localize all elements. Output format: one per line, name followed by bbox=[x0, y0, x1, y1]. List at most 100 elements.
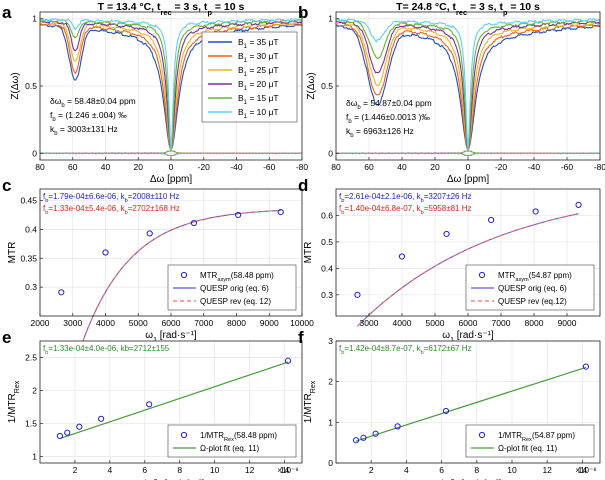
x-tick-label: 3000 bbox=[360, 318, 379, 328]
legend-entry: QUESP rev (eq.12) bbox=[498, 297, 567, 306]
x-axis-label: Δω [ppm] bbox=[447, 174, 489, 185]
x-axis-label: ω1 [rad·s⁻¹] bbox=[442, 330, 494, 344]
y-tick-label: 2.5 bbox=[25, 352, 37, 362]
x-tick-label: -40 bbox=[528, 162, 541, 172]
data-point bbox=[354, 291, 361, 298]
data-point bbox=[58, 289, 65, 296]
x-tick-label: -80 bbox=[296, 162, 309, 172]
data-point bbox=[394, 423, 401, 430]
panel-letter: c bbox=[2, 176, 11, 195]
x-tick-label: 0 bbox=[169, 162, 174, 172]
legend-entry: QUESP orig (eq. 6) bbox=[200, 284, 269, 293]
y-tick-label: 0.5 bbox=[321, 81, 333, 91]
legend-entry: Ω-plot fit (eq. 11) bbox=[498, 444, 558, 453]
y-tick-label: 0.4 bbox=[321, 263, 333, 273]
panel-letter: e bbox=[2, 328, 11, 347]
x-tick-label: 2000 bbox=[31, 318, 50, 328]
legend-entry: 1/MTRRex(54.87 ppm) bbox=[498, 431, 575, 443]
panel-d: 3000 4000 5000 6000 7000 8000 9000 0.3 0.4 0.5 0.6… bbox=[298, 176, 601, 344]
data-point bbox=[443, 230, 450, 238]
data-point bbox=[352, 437, 360, 444]
x-tick-label: 80 bbox=[35, 162, 45, 172]
x-tick-label: 4 bbox=[404, 465, 409, 475]
y-tick-label: 2 bbox=[328, 377, 333, 387]
x-tick-label: 14 bbox=[280, 465, 290, 475]
x-tick-label: -60 bbox=[263, 162, 276, 172]
x-tick-label: 9000 bbox=[558, 318, 577, 328]
y-tick-label: 0 bbox=[32, 148, 37, 158]
panel-letter: b bbox=[298, 3, 308, 22]
parameter-annotation: fb = (1.446±0.0013 )‰ bbox=[346, 112, 430, 125]
legend-marker bbox=[180, 431, 188, 439]
y-tick-label: 0.5 bbox=[321, 237, 333, 247]
x-tick-label: 40 bbox=[397, 162, 407, 172]
legend-marker bbox=[180, 271, 188, 279]
y-tick-label: 1 bbox=[328, 417, 333, 427]
legend-box bbox=[201, 31, 298, 123]
x-tick-label: 14 bbox=[578, 465, 588, 475]
x-tick-label: 2 bbox=[369, 465, 374, 475]
fit-curve-rev bbox=[357, 213, 579, 327]
y-tick-label: 1 bbox=[32, 451, 37, 461]
data-point bbox=[277, 208, 284, 216]
panel-letter: d bbox=[298, 176, 308, 195]
data-point bbox=[146, 230, 153, 237]
y-axis-label: 1/MTRRex bbox=[303, 380, 317, 423]
panel-letter: f bbox=[298, 328, 304, 347]
fit-result-text: fb=1.33e-04±5.4e-06, kb=2702±168 Hz bbox=[43, 204, 180, 216]
z-spectrum-line bbox=[39, 17, 303, 150]
data-point bbox=[102, 249, 109, 256]
residual-line bbox=[39, 152, 303, 157]
data-point bbox=[398, 253, 406, 260]
y-tick-label: 0 bbox=[328, 148, 333, 158]
y-tick-label: 0.6 bbox=[321, 210, 333, 220]
z-spectrum-line bbox=[335, 20, 601, 150]
parameter-annotation: kb = 6963±126 Hz bbox=[346, 126, 414, 139]
x-tick-label: 6 bbox=[142, 465, 147, 475]
x-tick-label: 12 bbox=[245, 465, 255, 475]
x-axis-exponent: ×10⁻⁸ bbox=[277, 466, 298, 475]
data-point bbox=[146, 401, 153, 408]
data-point bbox=[56, 432, 64, 440]
residual-line bbox=[335, 152, 601, 157]
x-tick-label: 7000 bbox=[492, 318, 511, 328]
y-tick-label: 0 bbox=[328, 458, 333, 468]
fit-result-text: fb=2.61e-04±2.1e-06, kb=3207±26 Hz bbox=[339, 192, 471, 204]
x-tick-label: 60 bbox=[364, 162, 374, 172]
x-tick-label: 0 bbox=[466, 162, 471, 172]
y-tick-label: 0.4 bbox=[25, 224, 37, 234]
legend-entry: B1 = 20 μT bbox=[238, 79, 279, 92]
legend-box bbox=[167, 424, 297, 458]
data-point bbox=[372, 430, 379, 437]
y-tick-label: 0.45 bbox=[20, 196, 37, 206]
x-tick-label: 20 bbox=[430, 162, 440, 172]
data-point bbox=[532, 208, 539, 215]
x-tick-label: 4000 bbox=[393, 318, 412, 328]
axes-border bbox=[39, 340, 303, 464]
parameter-annotation: δωb = 58.48±0.04 ppm bbox=[50, 96, 136, 109]
x-axis-label: ω1 [rad·s⁻¹] bbox=[145, 330, 197, 344]
z-spectrum-line bbox=[335, 18, 601, 150]
legend-entry: B1 = 25 μT bbox=[238, 65, 279, 78]
axes-border bbox=[335, 340, 601, 464]
x-tick-label: -20 bbox=[495, 162, 508, 172]
x-tick-label: 60 bbox=[68, 162, 78, 172]
legend-entry: QUESP orig (eq. 6) bbox=[498, 284, 567, 293]
y-tick-label: 1.5 bbox=[25, 418, 37, 428]
parameter-annotation: δωb = 54.87±0.04 ppm bbox=[346, 98, 432, 111]
y-tick-label: 0.3 bbox=[321, 290, 333, 300]
x-tick-label: 10 bbox=[210, 465, 220, 475]
legend-box bbox=[465, 424, 595, 458]
data-point bbox=[235, 211, 242, 219]
x-tick-label: 8 bbox=[474, 465, 479, 475]
legend-entry: B1 = 10 μT bbox=[238, 107, 279, 120]
y-tick-label: 2 bbox=[32, 385, 37, 395]
x-tick-label: 5000 bbox=[129, 318, 148, 328]
panel-a: 80 60 40 20 0 -20 -40 -60 -80 0 0.5 1 T = 13.4 °C, t… bbox=[2, 1, 308, 185]
panel-title: T = 13.4 °C, trec = 3 s, tp = 10 s bbox=[98, 1, 245, 17]
legend-entry: MTRasym(54.87 ppm) bbox=[498, 271, 572, 283]
panel-c: 2000 3000 4000 5000 6000 7000 8000 9000 10000 0.3… bbox=[2, 176, 314, 415]
data-point bbox=[575, 201, 582, 208]
x-tick-label: -80 bbox=[594, 162, 605, 172]
x-tick-label: -40 bbox=[230, 162, 243, 172]
